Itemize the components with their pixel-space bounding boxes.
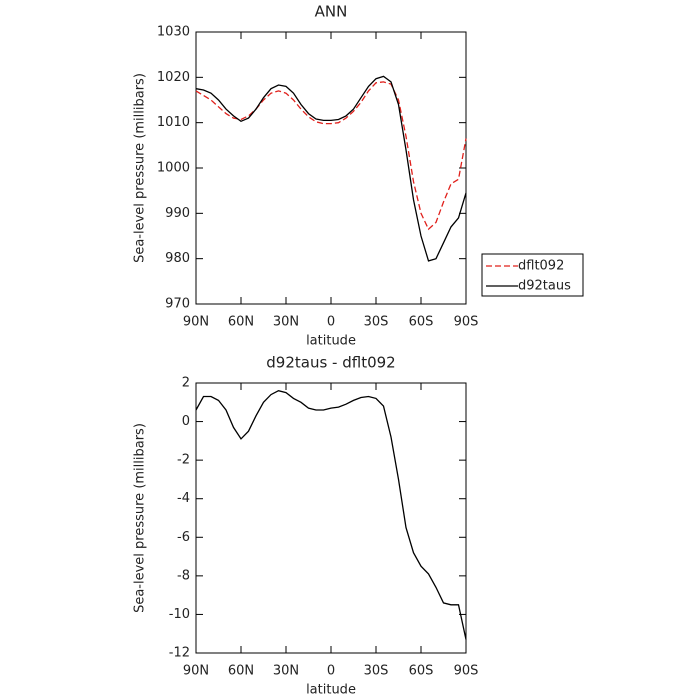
y-tick-label: 990 — [165, 206, 190, 221]
x-tick-label: 0 — [327, 664, 335, 679]
plot-frame — [195, 382, 467, 654]
y-tick-label: 1020 — [157, 70, 190, 85]
x-tick-label: 90N — [183, 315, 209, 330]
x-tick-label: 30N — [273, 315, 299, 330]
y-tick-label: 2 — [182, 376, 190, 391]
legend-label: dflt092 — [518, 259, 564, 274]
x-tick-label: 60S — [409, 664, 434, 679]
plot-frame — [195, 31, 467, 305]
data-line — [195, 390, 467, 640]
chart-title: d92taus - dflt092 — [266, 354, 395, 372]
legend-box — [481, 253, 584, 297]
y-tick-label: -8 — [177, 568, 190, 583]
y-tick-label: 1010 — [157, 115, 190, 130]
x-tick-label: 90N — [183, 664, 209, 679]
x-axis-label: latitude — [306, 683, 356, 698]
x-tick-label: 0 — [327, 315, 335, 330]
y-tick-label: 1000 — [157, 161, 190, 176]
data-line — [195, 81, 467, 231]
y-tick-label: 970 — [165, 297, 190, 312]
y-tick-label: 1030 — [157, 25, 190, 40]
y-tick-label: -2 — [177, 453, 190, 468]
data-line — [195, 75, 467, 262]
y-tick-label: -6 — [177, 530, 190, 545]
y-tick-label: -10 — [169, 607, 190, 622]
x-tick-label: 60S — [409, 315, 434, 330]
x-tick-label: 90S — [454, 315, 479, 330]
legend-label: d92taus — [518, 279, 571, 294]
chart-title: ANN — [315, 3, 348, 21]
y-tick-label: -12 — [169, 646, 190, 661]
x-tick-label: 60N — [228, 664, 254, 679]
x-tick-label: 30N — [273, 664, 299, 679]
y-tick-label: 0 — [182, 414, 190, 429]
y-axis-label: Sea-level pressure (millibars) — [133, 423, 148, 613]
y-tick-label: -4 — [177, 491, 190, 506]
x-tick-label: 30S — [364, 315, 389, 330]
x-tick-label: 30S — [364, 664, 389, 679]
x-axis-label: latitude — [306, 334, 356, 349]
y-tick-label: 980 — [165, 251, 190, 266]
y-axis-label: Sea-level pressure (millibars) — [133, 73, 148, 263]
x-tick-label: 90S — [454, 664, 479, 679]
x-tick-label: 60N — [228, 315, 254, 330]
